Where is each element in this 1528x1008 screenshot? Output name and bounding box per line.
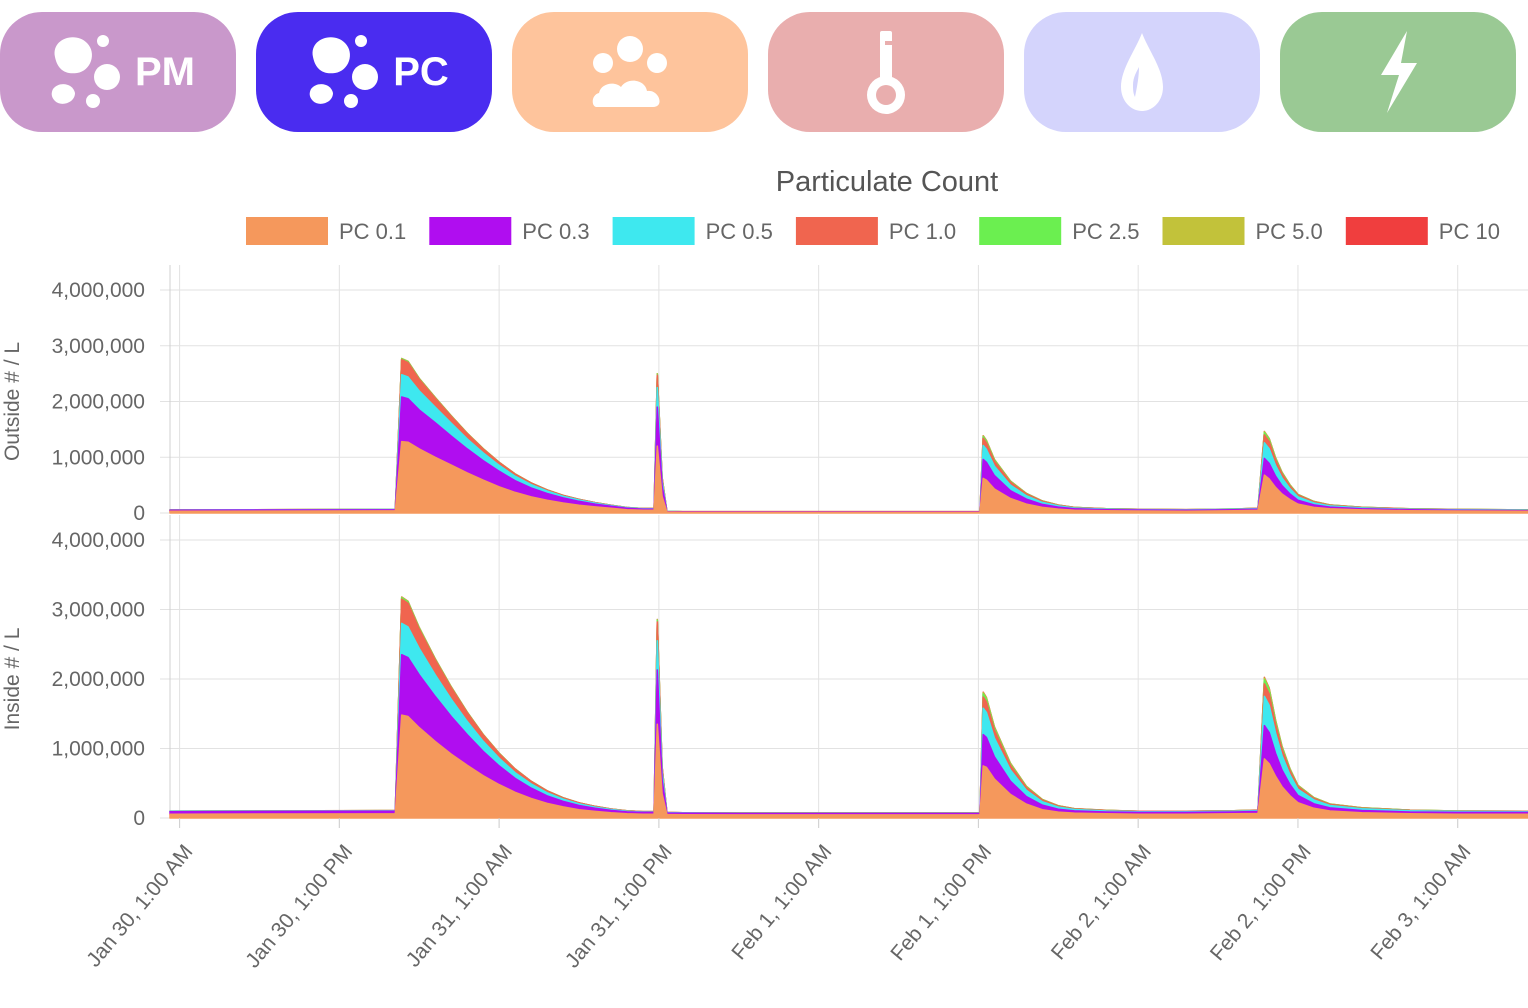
series-area-pc-1-0 (169, 598, 1528, 814)
y-tick-label: 0 (133, 502, 145, 525)
legend-swatch[interactable] (979, 217, 1062, 245)
x-tick-label: Feb 1, 1:00 PM (886, 840, 996, 965)
lightning-icon (1381, 31, 1417, 113)
tab-pm[interactable]: PM (0, 12, 236, 132)
series-area-pc-0-5 (169, 622, 1528, 815)
tab-temperature[interactable] (768, 12, 1004, 132)
chart-legend: PC 0.1 PC 0.3 PC 0.5 PC 1.0 PC 2.5 PC 5.0 PC 1… (246, 217, 1500, 245)
y-tick-label: 4,000,000 (52, 529, 145, 552)
y-tick-label: 3,000,000 (52, 599, 145, 622)
metric-tab-bar: PM PC (0, 12, 1528, 132)
x-tick-label: Jan 30, 1:00 PM (241, 840, 357, 972)
y-axis-label: Inside # / L (1, 628, 24, 731)
y-axis-label: Outside # / L (1, 342, 24, 461)
sun-cloud-icon (592, 36, 667, 107)
x-axis: Jan 30, 1:00 AM Jan 30, 1:00 PM Jan 31, 1:… (82, 818, 1476, 972)
x-tick-label: Jan 31, 1:00 PM (561, 840, 677, 972)
y-tick-label: 2,000,000 (52, 391, 145, 414)
series-area-pc-0-1 (169, 440, 1528, 514)
x-tick-label: Feb 2, 1:00 PM (1206, 840, 1316, 965)
series-area-pc-10 (169, 596, 1528, 814)
legend-label[interactable]: PC 1.0 (889, 219, 956, 244)
x-tick-label: Jan 30, 1:00 AM (82, 840, 197, 971)
series-area-pc-5-0 (169, 596, 1528, 814)
y-tick-label: 1,000,000 (52, 738, 145, 761)
series-area-pc-10 (169, 357, 1528, 513)
tab-weather[interactable] (512, 12, 748, 132)
x-tick-label: Jan 31, 1:00 AM (402, 840, 517, 971)
particles-icon (309, 35, 379, 108)
legend-swatch[interactable] (795, 217, 878, 245)
droplet-icon (1121, 33, 1163, 111)
series-area-pc-0-5 (169, 373, 1528, 513)
y-tick-label: 1,000,000 (52, 446, 145, 469)
chart-panel: 0 1,000,000 2,000,000 3,000,000 4,000,000 Out… (1, 265, 1528, 525)
legend-label[interactable]: PC 0.3 (522, 219, 589, 244)
tab-pc[interactable]: PC (256, 12, 492, 132)
thermometer-icon (867, 31, 905, 114)
series-area-pc-0-1 (169, 714, 1528, 819)
y-tick-label: 2,000,000 (52, 668, 145, 691)
particulate-count-chart: Particulate Count PC 0.1 PC 0.3 PC 0.5 PC 1… (1, 166, 1528, 972)
series-area-pc-2-5 (169, 358, 1528, 513)
tab-power[interactable] (1280, 12, 1516, 132)
series-area-pc-1-0 (169, 358, 1528, 513)
series-area-pc-2-5 (169, 596, 1528, 814)
legend-label[interactable]: PC 0.1 (339, 219, 406, 244)
legend-swatch[interactable] (612, 217, 695, 245)
y-tick-label: 0 (133, 807, 145, 830)
tab-pc-label: PC (393, 49, 449, 94)
y-tick-label: 3,000,000 (52, 335, 145, 358)
series-area-pc-5-0 (169, 357, 1528, 513)
legend-swatch[interactable] (246, 217, 328, 245)
chart-title: Particulate Count (776, 166, 998, 198)
legend-swatch[interactable] (429, 217, 512, 245)
tab-pm-label: PM (135, 49, 195, 94)
legend-label[interactable]: PC 2.5 (1072, 219, 1139, 244)
legend-label[interactable]: PC 0.5 (706, 219, 773, 244)
tab-humidity[interactable] (1024, 12, 1260, 132)
series-area-pc-0-3 (169, 396, 1528, 513)
legend-label[interactable]: PC 10 (1439, 219, 1500, 244)
legend-swatch[interactable] (1345, 217, 1428, 245)
particles-icon (51, 35, 120, 108)
x-tick-label: Feb 2, 1:00 AM (1047, 840, 1156, 964)
chart-panels: 0 1,000,000 2,000,000 3,000,000 4,000,000 Out… (1, 265, 1528, 830)
y-tick-label: 4,000,000 (52, 279, 145, 302)
x-tick-label: Feb 1, 1:00 AM (727, 840, 836, 964)
chart-panel: 0 1,000,000 2,000,000 3,000,000 4,000,000 Ins… (1, 515, 1528, 830)
x-tick-label: Feb 3, 1:00 AM (1366, 840, 1475, 964)
legend-label[interactable]: PC 5.0 (1256, 219, 1323, 244)
legend-swatch[interactable] (1162, 217, 1245, 245)
